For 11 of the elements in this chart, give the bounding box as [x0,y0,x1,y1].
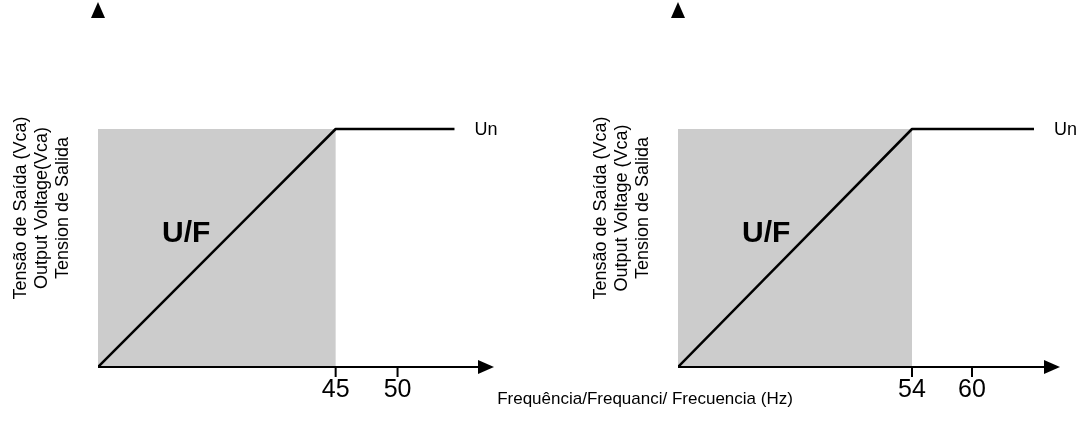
x-tick-label: 60 [958,374,986,402]
x-tick-label: 45 [321,374,350,402]
x-axis-title: Frequência/Frequanci/ Frecuencia (Hz) [496,388,794,410]
annotation: Un [474,119,498,139]
y-axis-title: Tensão de Saída (Vca) Output Voltage (Vca) Tension de Salida [590,115,653,302]
annotation: Un [1054,119,1078,139]
x-tick-label: 54 [898,374,926,402]
annotation: U/F [162,214,211,248]
annotation: U/F [742,214,791,248]
x-tick-label: 50 [383,374,412,402]
y-axis-title: Tensão de Saída (Vca) Output Voltage(Vca) Tension de Salida [10,115,73,302]
